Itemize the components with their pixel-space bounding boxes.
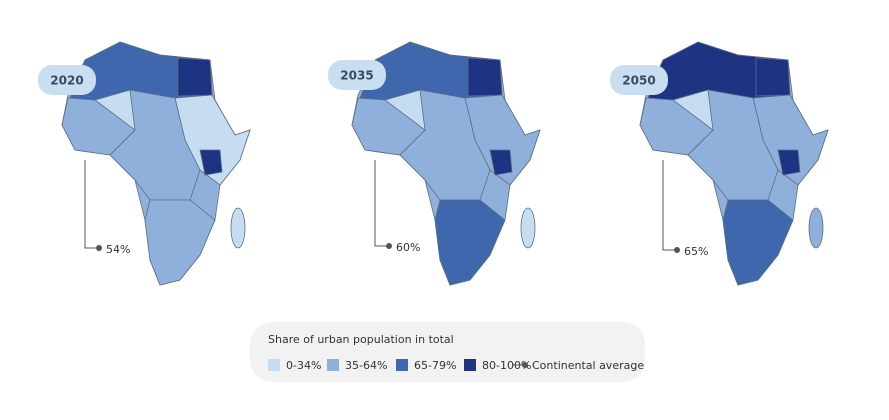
legend-item: 35-64% xyxy=(345,359,387,372)
legend: Share of urban population in total 0-34%… xyxy=(250,322,645,382)
legend-item: 65-79% xyxy=(414,359,456,372)
legend-item: 80-100% xyxy=(482,359,531,372)
average-label: 65% xyxy=(684,245,708,258)
year-label: 2050 xyxy=(622,74,655,88)
year-label: 2035 xyxy=(340,69,373,83)
map-2035: 2035 60% xyxy=(328,41,541,286)
year-label: 2020 xyxy=(50,74,83,88)
legend-title: Share of urban population in total xyxy=(268,333,454,346)
legend-item: 0-34% xyxy=(286,359,321,372)
average-label: 60% xyxy=(396,241,420,254)
map-2020: 2020 54% xyxy=(38,41,251,286)
average-label: 54% xyxy=(106,243,130,256)
map-2050: 2050 65% xyxy=(610,41,829,286)
legend-item: Continental average xyxy=(532,359,644,372)
